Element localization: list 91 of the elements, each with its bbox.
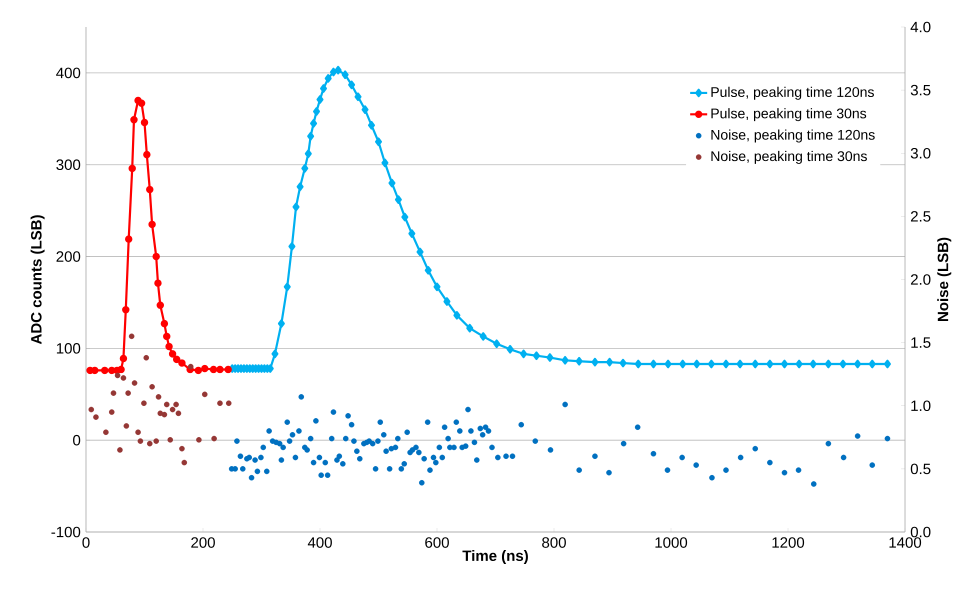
- x-axis-title: Time (ns): [462, 550, 528, 564]
- point: [224, 366, 232, 374]
- point: [217, 400, 223, 406]
- point: [210, 366, 218, 374]
- point: [124, 423, 130, 429]
- point: [128, 334, 134, 340]
- y-tick-label: 200: [56, 251, 80, 262]
- point: [163, 332, 170, 340]
- y-tick-label: 0: [73, 434, 80, 446]
- point: [226, 400, 232, 406]
- point: [120, 354, 128, 362]
- y-axis-title: ADC counts (LSB): [30, 215, 45, 344]
- point: [143, 354, 150, 361]
- point: [114, 372, 120, 378]
- point: [196, 437, 202, 443]
- point: [125, 390, 131, 396]
- legend-label: Pulse, peaking time 30ns: [711, 108, 866, 122]
- y2-axis-title: Noise (LSB): [937, 238, 952, 321]
- point: [162, 412, 168, 418]
- legend-label: Noise, peaking time 120ns: [711, 129, 875, 143]
- point: [146, 440, 153, 446]
- y2-tick-label: 0.0: [910, 526, 930, 538]
- point: [172, 356, 180, 364]
- point: [164, 402, 170, 408]
- point: [117, 447, 123, 453]
- point: [176, 410, 182, 416]
- point: [202, 392, 208, 398]
- point: [135, 429, 141, 436]
- legend-label: Pulse, peaking time 120ns: [711, 86, 874, 100]
- point: [140, 118, 148, 126]
- point: [141, 400, 147, 406]
- y-tick-label: 100: [56, 343, 80, 354]
- point: [216, 366, 224, 374]
- point: [173, 402, 179, 408]
- point: [146, 186, 154, 194]
- point: [160, 320, 168, 328]
- point: [117, 366, 125, 374]
- y2-tick-label: 3.0: [910, 148, 930, 159]
- y2-tick-label: 0.5: [910, 464, 930, 474]
- point: [194, 366, 202, 374]
- y2-tick-label: 2.5: [910, 211, 930, 222]
- legend-label: Noise, peaking time 30ns: [711, 150, 867, 164]
- x-tick-label: 0: [82, 537, 90, 548]
- x-tick-label: 200: [191, 537, 215, 548]
- point: [165, 342, 173, 350]
- x-tick-label: 1400: [889, 537, 922, 548]
- point: [93, 414, 99, 420]
- point: [148, 220, 156, 228]
- point: [122, 306, 130, 314]
- point: [167, 437, 174, 443]
- y2-tick-label: 1.0: [911, 400, 930, 412]
- y-tick-label: -100: [51, 526, 80, 538]
- point: [138, 438, 144, 444]
- point: [178, 359, 186, 367]
- point: [168, 350, 176, 358]
- y2-tick-label: 1.5: [911, 337, 930, 348]
- point: [188, 364, 194, 370]
- x-tick-label: 1000: [655, 537, 688, 548]
- point: [143, 150, 151, 158]
- point: [88, 406, 94, 412]
- point: [125, 235, 132, 243]
- point: [120, 375, 126, 381]
- point: [110, 390, 116, 396]
- point: [156, 302, 164, 309]
- point: [201, 364, 208, 372]
- point: [156, 394, 162, 400]
- y-tick-label: 300: [56, 159, 80, 170]
- point: [108, 409, 115, 415]
- point: [211, 436, 217, 442]
- x-tick-label: 600: [425, 537, 449, 548]
- y2-tick-label: 4.0: [910, 22, 930, 32]
- y-tick-label: 400: [56, 68, 80, 78]
- y2-tick-label: 2.0: [910, 274, 930, 285]
- point: [181, 460, 188, 466]
- point: [149, 384, 155, 390]
- point: [132, 380, 138, 386]
- x-tick-label: 1200: [772, 537, 804, 548]
- point: [179, 446, 185, 452]
- point: [101, 366, 108, 374]
- point: [152, 252, 160, 260]
- point: [154, 279, 162, 287]
- point: [138, 100, 146, 107]
- point: [128, 164, 136, 172]
- point: [170, 406, 176, 412]
- x-tick-label: 800: [542, 537, 566, 548]
- point: [153, 438, 159, 444]
- point: [130, 116, 138, 124]
- point: [103, 429, 109, 436]
- x-tick-label: 400: [308, 537, 332, 548]
- point: [91, 366, 98, 374]
- y2-tick-label: 3.5: [910, 84, 930, 96]
